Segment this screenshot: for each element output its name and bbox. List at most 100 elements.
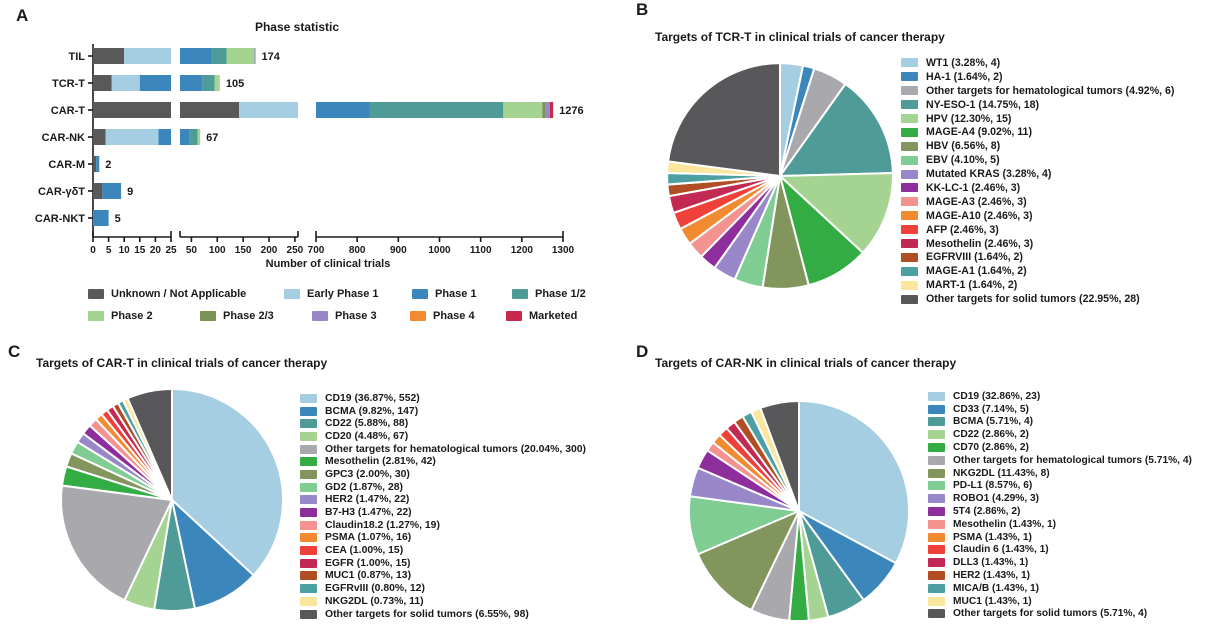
legend-label: MUC1 (0.87%, 13) xyxy=(325,570,412,582)
legend-label: Mesothelin (1.43%, 1) xyxy=(953,518,1057,530)
bar-total-label: 1276 xyxy=(559,105,583,117)
bar-total-label: 105 xyxy=(226,78,244,90)
legend-label: AFP (2.46%, 3) xyxy=(926,223,999,236)
legend-item: EGFR (1.00%, 15) xyxy=(300,557,586,570)
legend-item: Phase 2/3 xyxy=(200,310,312,322)
x-tick-label: 50 xyxy=(186,245,198,256)
legend-label: HER2 (1.47%, 22) xyxy=(325,494,410,506)
bar-segment xyxy=(202,75,215,91)
legend-swatch xyxy=(300,596,317,606)
legend-swatch xyxy=(928,468,945,478)
legend-label: BCMA (5.71%, 4) xyxy=(953,416,1034,428)
bar-segment xyxy=(139,75,171,91)
legend-label: EBV (4.10%, 5) xyxy=(926,154,1000,167)
legend-item: GD2 (1.87%, 28) xyxy=(300,481,586,494)
panel-a-title: Phase statistic xyxy=(254,20,340,34)
legend-swatch xyxy=(300,419,317,429)
legend-swatch xyxy=(901,114,918,123)
legend-label: Mutated KRAS (3.28%, 4) xyxy=(926,168,1052,181)
legend-label: MAGE-A4 (9.02%, 11) xyxy=(926,126,1032,139)
bar-total-label: 67 xyxy=(206,132,218,144)
legend-swatch xyxy=(928,481,945,491)
bar-segment xyxy=(211,48,227,64)
x-tick-label: 20 xyxy=(150,245,162,256)
panel-d-letter: D xyxy=(636,342,649,361)
legend-swatch xyxy=(300,469,317,479)
legend-label: CD19 (32.86%, 23) xyxy=(953,390,1041,402)
tcrt-pie-legend: WT1 (3.28%, 4) HA-1 (1.64%, 2) Other targe… xyxy=(901,56,1174,306)
legend-item: PD-L1 (8.57%, 6) xyxy=(928,480,1192,493)
category-label: CAR-M xyxy=(48,159,85,171)
legend-swatch xyxy=(300,584,317,594)
x-tick-label: 250 xyxy=(287,245,304,256)
legend-item: CD70 (2.86%, 2) xyxy=(928,441,1192,454)
legend-swatch xyxy=(901,266,918,276)
legend-swatch xyxy=(901,197,918,207)
bar-segment xyxy=(189,129,198,145)
bar-segment xyxy=(93,210,109,226)
legend-item: NKG2DL (11.43%, 8) xyxy=(928,467,1192,480)
pie-slice xyxy=(696,510,800,612)
bar-segment xyxy=(180,75,203,91)
legend-swatch xyxy=(300,508,317,518)
legend-swatch xyxy=(928,391,945,401)
legend-swatch xyxy=(928,404,945,414)
pie-slice xyxy=(759,399,800,512)
bar-segment xyxy=(545,102,550,118)
legend-item: HER2 (1.47%, 22) xyxy=(300,494,586,507)
legend-label: EGFRvIII (0.80%, 12) xyxy=(325,583,425,595)
legend-label: GD2 (1.87%, 28) xyxy=(325,481,403,493)
legend-label: Claudin18.2 (1.27%, 19) xyxy=(325,519,440,531)
legend-label: MAGE-A3 (2.46%, 3) xyxy=(926,195,1027,208)
category-label: CAR-NKT xyxy=(35,213,85,225)
legend-item: Mesothelin (2.46%, 3) xyxy=(901,237,1174,251)
carnk-pie-legend: CD19 (32.86%, 23) CD33 (7.14%, 5) BCMA (5.… xyxy=(928,390,1192,620)
legend-item: Phase 4 xyxy=(410,310,506,322)
legend-label: HA-1 (1.64%, 2) xyxy=(926,70,1003,83)
bar-segment xyxy=(93,102,171,118)
legend-label: Mesothelin (2.46%, 3) xyxy=(926,237,1034,250)
legend-item: Early Phase 1 xyxy=(284,288,412,300)
legend-swatch xyxy=(412,289,428,299)
legend-label: Phase 3 xyxy=(335,310,377,322)
legend-item: HER2 (1.43%, 1) xyxy=(928,569,1192,582)
legend-item: Marketed xyxy=(506,310,590,322)
category-label: CAR-γδT xyxy=(38,186,85,198)
cart-pie-legend: CD19 (36.87%, 552) BCMA (9.82%, 147) CD22 … xyxy=(300,392,586,620)
legend-swatch xyxy=(928,417,945,427)
legend-item: Phase 1 xyxy=(412,288,512,300)
bar-segment xyxy=(158,129,171,145)
legend-item: MART-1 (1.64%, 2) xyxy=(901,278,1174,292)
bar-segment xyxy=(180,48,212,64)
legend-swatch xyxy=(300,546,317,556)
legend-swatch xyxy=(901,211,918,221)
legend-swatch xyxy=(300,495,317,505)
phase-bar-chart: 0 5 10 15 20 25 50 100 150 200 250 700 800 900 1000 110… xyxy=(35,44,584,256)
legend-swatch xyxy=(300,431,317,441)
x-tick-label: 700 xyxy=(308,245,325,256)
bar-segment xyxy=(111,75,140,91)
legend-swatch xyxy=(901,183,918,193)
legend-item: GPC3 (2.00%, 30) xyxy=(300,468,586,481)
legend-swatch xyxy=(928,507,945,517)
bar-segment xyxy=(316,102,370,118)
legend-swatch xyxy=(901,58,918,68)
category-label: CAR-T xyxy=(51,105,85,117)
legend-swatch xyxy=(928,443,945,453)
legend-label: EGFR (1.00%, 15) xyxy=(325,557,411,569)
legend-label: CD20 (4.48%, 67) xyxy=(325,430,409,442)
legend-swatch xyxy=(901,280,918,290)
legend-swatch xyxy=(928,519,945,529)
bar-segment xyxy=(93,183,103,199)
legend-item: Phase 2 xyxy=(88,310,200,322)
bar-segment xyxy=(93,129,106,145)
legend-swatch xyxy=(200,311,216,321)
legend-item: Mesothelin (1.43%, 1) xyxy=(928,518,1192,531)
legend-item: CEA (1.00%, 15) xyxy=(300,544,586,557)
bar-total-label: 174 xyxy=(262,51,281,63)
bar-total-label: 2 xyxy=(105,159,111,171)
legend-swatch xyxy=(928,494,945,504)
legend-item: Other targets for solid tumors (6.55%, 9… xyxy=(300,608,586,621)
legend-swatch xyxy=(901,127,918,137)
bar-segment xyxy=(214,75,220,91)
